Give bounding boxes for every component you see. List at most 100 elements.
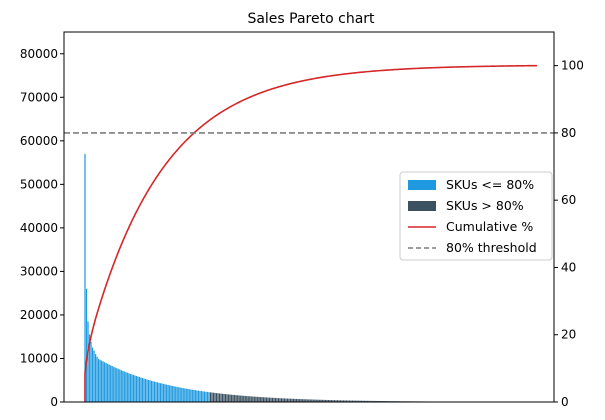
bar [359,400,361,402]
bar [347,400,349,402]
bar [291,398,293,402]
legend-label: SKUs > 80% [446,198,524,213]
bar [354,400,357,402]
bar [122,370,124,402]
bar [243,395,245,402]
bar [205,391,207,402]
bar [146,379,148,402]
bar [90,341,92,402]
legend: SKUs <= 80% SKUs > 80% Cumulative % 80% thr… [399,171,553,261]
bar [356,400,358,402]
plot-area [63,31,555,403]
bar [326,399,328,402]
bar [370,400,372,402]
legend-box [399,171,553,261]
bar [268,397,271,402]
bar [155,382,157,402]
bar [299,399,301,402]
bar [137,376,139,402]
bar [246,396,248,402]
bar [101,360,103,402]
bar [119,369,121,402]
bar [99,359,101,402]
bar [110,365,112,402]
bar [141,378,144,402]
bar [367,400,369,402]
bar [117,368,119,402]
chart-title: Sales Pareto chart [247,11,375,27]
bar [270,397,272,402]
bar [164,384,166,402]
bar [125,372,127,402]
bar [323,399,325,402]
bar [297,399,299,402]
bar [235,395,237,402]
bar [113,366,115,402]
legend-swatch [408,201,436,211]
bar [241,395,243,402]
bar [209,392,212,402]
bar [271,397,274,402]
bar [214,392,216,402]
bar [250,396,252,402]
bar [309,399,311,402]
bar [244,395,246,402]
bar [182,388,184,402]
right-tick-label: 80 [561,126,576,140]
cumulative-line [84,64,538,402]
right-y-axis: 0 20 40 60 80 100 [554,59,584,409]
bar [220,393,222,402]
bar [314,399,316,402]
bar [196,390,198,402]
bar [159,383,162,402]
right-tick-label: 60 [561,193,576,207]
bar [273,397,275,402]
bar [175,386,177,402]
bar [234,395,236,402]
bar [202,391,204,402]
bar [317,399,319,402]
bar [150,380,153,402]
bar [152,381,154,402]
bar [365,400,367,402]
bar [255,396,257,402]
bar [305,399,307,402]
bar [320,399,322,402]
bar [253,396,255,402]
bar [206,391,209,402]
bar [306,399,308,402]
bar [374,400,376,402]
left-tick-label: 70000 [20,90,58,104]
bar [327,400,329,402]
bar [140,377,142,402]
bar [353,400,355,402]
bar [200,391,203,402]
bar [348,400,351,402]
bar [85,288,88,402]
bar [350,400,352,402]
legend-swatch [408,180,436,190]
bar [203,391,206,402]
bar [107,363,109,402]
bar [184,388,186,402]
bar [240,395,242,402]
bar [232,394,234,402]
bar [300,399,302,402]
bar [185,388,187,402]
bar [280,398,283,402]
bar [193,389,195,402]
bar [308,399,310,402]
bar [132,374,134,402]
bar [153,381,156,402]
bar [336,400,339,402]
plot-frame [63,31,555,403]
bar [318,399,320,402]
bar [144,378,147,402]
bar [249,396,251,402]
bar [333,400,336,402]
bar [315,399,317,402]
bar [351,400,354,402]
bar [376,400,378,402]
bar [256,396,258,402]
bar [286,398,289,402]
